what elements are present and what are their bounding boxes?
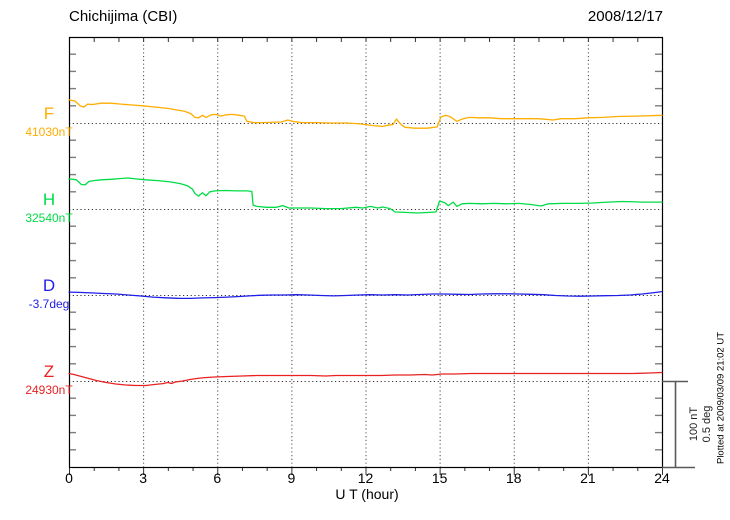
trace-F xyxy=(68,99,663,129)
trace-D xyxy=(68,290,663,300)
series-baseline-value-F: 41030nT xyxy=(25,125,73,139)
scale-bar-label-deg: 0.5 deg xyxy=(701,405,713,443)
x-tick-label-9: 9 xyxy=(287,470,295,486)
series-baseline-value-D: -3.7deg xyxy=(28,297,70,311)
series-letter-D: D xyxy=(42,276,56,295)
plot-frame xyxy=(68,36,664,469)
x-tick-labels: 0 3 6 9 12 15 18 21 24 xyxy=(65,470,670,486)
x-axis-title: U T (hour) xyxy=(335,486,399,502)
gridlines xyxy=(143,37,589,467)
series-label-D: D -3.7deg xyxy=(6,277,92,310)
trace-H xyxy=(68,177,663,214)
x-tick-label-3: 3 xyxy=(139,470,147,486)
series-letter-H: H xyxy=(42,190,56,209)
x-tick-label-24: 24 xyxy=(654,470,670,486)
x-tick-label-15: 15 xyxy=(432,470,448,486)
series-letter-F: F xyxy=(43,104,55,123)
page-title: Chichijima (CBI) xyxy=(69,8,178,25)
trace-Z xyxy=(68,371,663,387)
baseline-dotted-lines xyxy=(69,123,676,382)
series-baseline-value-Z: 24930nT xyxy=(25,383,73,397)
x-tick-label-12: 12 xyxy=(358,470,374,486)
plotted-at-note: Plotted at 2009/03/09 21:02 UT xyxy=(715,331,727,465)
series-baseline-value-H: 32540nT xyxy=(25,211,73,225)
x-tick-label-6: 6 xyxy=(213,470,221,486)
scale-bar-label: 100 nT 0.5 deg xyxy=(688,406,714,443)
x-tick-label-21: 21 xyxy=(580,470,596,486)
scale-bar-label-nt: 100 nT xyxy=(687,406,700,442)
date-label: 2008/12/17 xyxy=(587,8,663,25)
x-tick-label-18: 18 xyxy=(506,470,522,486)
series-label-Z: Z 24930nT xyxy=(6,363,92,396)
series-letter-Z: Z xyxy=(43,362,55,381)
series-label-H: H 32540nT xyxy=(6,191,92,224)
scale-bar xyxy=(662,380,695,469)
x-tick-label-0: 0 xyxy=(65,470,73,486)
series-label-F: F 41030nT xyxy=(6,105,92,138)
y-minor-ticks xyxy=(69,53,662,451)
